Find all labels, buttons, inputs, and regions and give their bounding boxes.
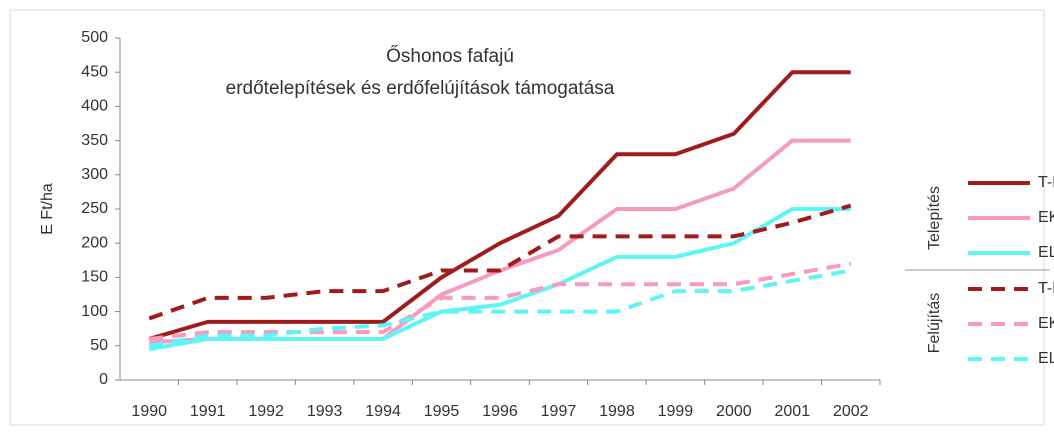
y-tick-label: 450 <box>81 63 108 80</box>
chart-subtitle: erdőtelepítések és erdőfelújítások támog… <box>226 78 615 99</box>
x-tick-label: 1991 <box>190 403 226 420</box>
x-tick-label: 1995 <box>424 403 460 420</box>
x-tick-label: 1992 <box>248 403 284 420</box>
x-tick-label: 1999 <box>658 403 694 420</box>
y-tick-label: 350 <box>81 132 108 149</box>
x-tick-label: 1997 <box>541 403 577 420</box>
legend-label: ELL <box>1038 244 1054 261</box>
x-tick-label: 1996 <box>482 403 518 420</box>
y-tick-label: 50 <box>90 337 108 354</box>
x-tick-label: 2000 <box>716 403 752 420</box>
chart-title: Őshonos fafajú <box>386 45 514 67</box>
x-tick-label: 1998 <box>599 403 635 420</box>
y-tick-label: 200 <box>81 234 108 251</box>
legend-label: T-B <box>1038 174 1054 191</box>
legend-group-label: Felújítás <box>926 293 943 353</box>
y-tick-label: 100 <box>81 303 108 320</box>
x-tick-label: 2001 <box>775 403 811 420</box>
y-tick-label: 250 <box>81 200 108 217</box>
y-tick-label: 300 <box>81 166 108 183</box>
x-tick-label: 1993 <box>307 403 343 420</box>
y-tick-label: 0 <box>99 371 108 388</box>
legend-label: EKL <box>1038 315 1054 332</box>
chart-border <box>9 9 1045 426</box>
y-tick-label: 150 <box>81 269 108 286</box>
legend-label: EKL <box>1038 209 1054 226</box>
line-series <box>148 261 852 341</box>
line-series <box>148 268 852 348</box>
x-tick-label: 2002 <box>833 403 869 420</box>
x-tick-label: 1990 <box>131 403 167 420</box>
y-tick-label: 400 <box>81 98 108 115</box>
x-tick-label: 1994 <box>365 403 401 420</box>
line-series <box>148 203 852 321</box>
legend-label: ELL <box>1038 350 1054 367</box>
y-axis-label: E Ft/ha <box>39 183 56 235</box>
legend-group-label: Telepítés <box>926 186 943 250</box>
y-tick-label: 500 <box>81 29 108 46</box>
legend-label: T-B <box>1038 280 1054 297</box>
line-series <box>148 70 851 341</box>
line-series <box>148 207 851 352</box>
